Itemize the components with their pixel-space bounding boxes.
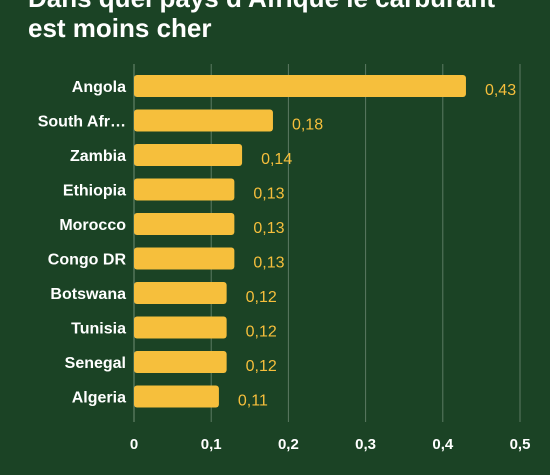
data-label: 0,43 bbox=[485, 82, 516, 99]
bar bbox=[134, 213, 235, 235]
data-label: 0,12 bbox=[246, 324, 277, 341]
category-label: Ethiopia bbox=[63, 183, 126, 200]
bar bbox=[134, 144, 243, 166]
data-label: 0,12 bbox=[246, 358, 277, 375]
category-label: Botswana bbox=[50, 286, 126, 303]
bar bbox=[134, 385, 219, 408]
bar bbox=[134, 178, 235, 201]
category-label: Morocco bbox=[59, 217, 126, 234]
data-label: 0,11 bbox=[238, 393, 268, 410]
bar bbox=[134, 247, 235, 270]
bar bbox=[134, 109, 273, 132]
chart-title: Dans quel pays d'Afrique le carburant es… bbox=[28, 0, 550, 43]
bar bbox=[134, 75, 466, 97]
data-label: 0,12 bbox=[246, 289, 277, 306]
x-tick-label: 0,2 bbox=[278, 436, 299, 453]
x-tick-label: 0,5 bbox=[510, 436, 531, 453]
data-label: 0,18 bbox=[292, 117, 323, 134]
x-tick-label: 0 bbox=[130, 436, 138, 453]
category-label: Congo DR bbox=[48, 252, 127, 269]
category-label: Senegal bbox=[65, 355, 126, 372]
x-tick-label: 0,4 bbox=[432, 436, 454, 453]
x-tick-label: 0,3 bbox=[355, 436, 376, 453]
category-label: South Afr… bbox=[38, 114, 126, 131]
bar bbox=[134, 351, 227, 373]
x-tick-label: 0,1 bbox=[201, 436, 222, 453]
category-label: Zambia bbox=[70, 148, 126, 165]
bar bbox=[134, 282, 227, 304]
bar bbox=[134, 316, 227, 339]
category-label: Tunisia bbox=[71, 321, 126, 338]
data-label: 0,13 bbox=[253, 255, 284, 272]
data-label: 0,13 bbox=[253, 220, 284, 237]
chart-title-line-2: est moins cher bbox=[28, 13, 212, 43]
category-label: Algeria bbox=[72, 390, 126, 407]
data-label: 0,14 bbox=[261, 151, 292, 168]
chart-title-line-1: Dans quel pays d'Afrique le carburant bbox=[28, 0, 550, 13]
category-label: Angola bbox=[72, 79, 126, 96]
data-label: 0,13 bbox=[253, 186, 284, 203]
